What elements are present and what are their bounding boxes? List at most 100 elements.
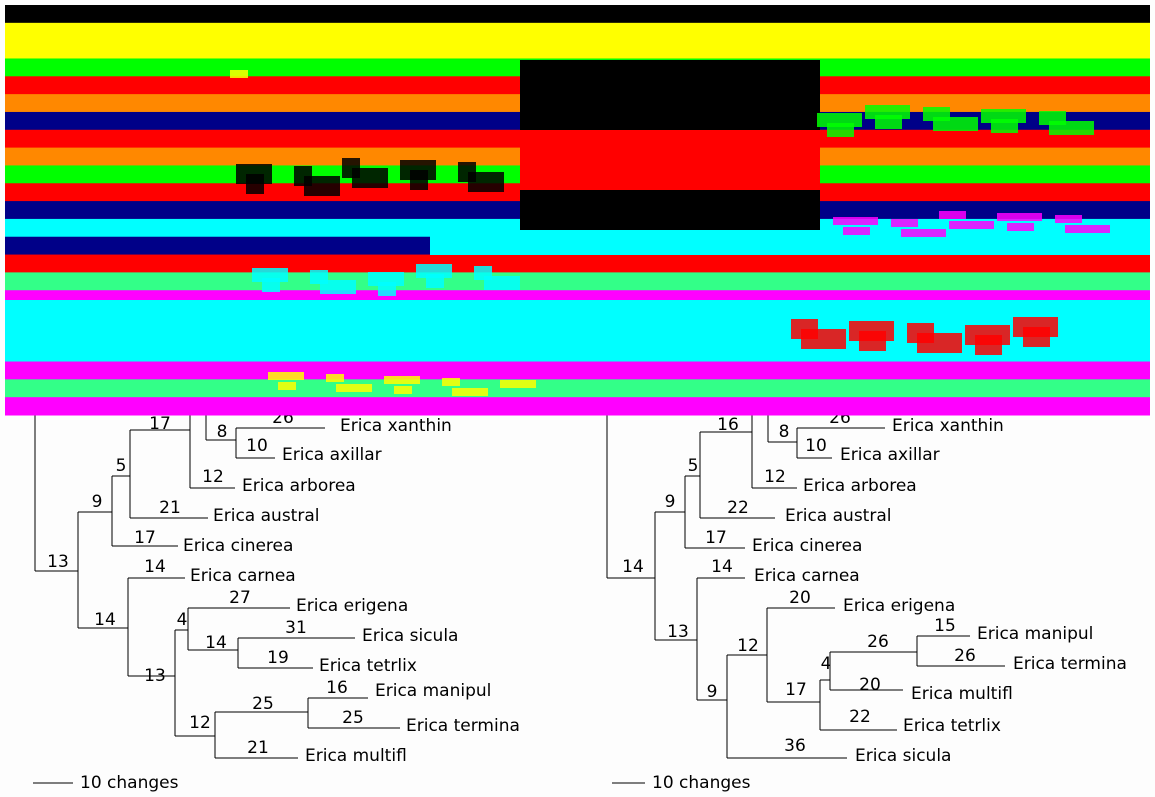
taxon-label: Erica austral	[213, 506, 319, 526]
glitch-noise	[1039, 111, 1066, 125]
glitch-noise	[1065, 225, 1110, 233]
glitch-noise	[310, 270, 328, 284]
glitch-noise	[965, 325, 1010, 345]
branch-length: 14	[205, 633, 227, 653]
taxon-label: Erica xanthin	[340, 416, 452, 436]
branch-length: 10	[246, 436, 268, 456]
glitch-block	[520, 130, 820, 190]
taxon-label: Erica sicula	[362, 626, 458, 646]
glitch-noise	[278, 382, 296, 390]
branch-length: 31	[285, 618, 307, 638]
glitch-noise	[394, 386, 412, 394]
branch-length: 19	[267, 648, 289, 668]
glitch-noise	[326, 374, 344, 382]
taxon-label: Erica multifl	[305, 746, 407, 766]
branch-length: 16	[717, 415, 739, 435]
taxon-label: Erica cinerea	[752, 536, 862, 556]
taxon-label: Erica axillar	[840, 445, 940, 465]
glitch-noise	[474, 266, 492, 280]
glitch-noise	[865, 105, 910, 119]
glitch-noise	[336, 384, 372, 392]
glitch-stripe	[5, 255, 1150, 273]
glitch-noise	[268, 372, 304, 380]
glitch-noise	[939, 211, 966, 219]
glitch-noise	[236, 164, 272, 184]
branch-length: 12	[764, 467, 786, 487]
corrupted-region	[5, 5, 1150, 416]
glitch-stripe	[5, 379, 1150, 397]
glitch-noise	[384, 376, 420, 384]
glitch-noise	[500, 380, 536, 388]
branch-length: 36	[784, 736, 806, 756]
glitch-noise	[849, 321, 894, 341]
branch-length: 12	[189, 713, 211, 733]
scale-label: 10 changes	[80, 773, 179, 793]
branch-length: 25	[342, 708, 364, 728]
glitch-noise	[843, 227, 870, 235]
taxon-label: Erica tetrlix	[903, 716, 1001, 736]
branch-length: 20	[859, 675, 881, 695]
taxon-label: Erica erigena	[296, 596, 408, 616]
taxon-label: Erica erigena	[843, 596, 955, 616]
taxon-label: Erica termina	[1013, 654, 1127, 674]
branch-length: 17	[134, 528, 156, 548]
glitch-noise	[997, 213, 1042, 221]
glitch-noise	[1007, 223, 1034, 231]
branch-length: 22	[849, 707, 871, 727]
taxon-label: Erica multifl	[911, 684, 1013, 704]
glitch-noise	[907, 323, 934, 343]
branch-length: 12	[737, 636, 759, 656]
taxon-label: Erica austral	[785, 506, 891, 526]
glitch-noise	[891, 219, 918, 227]
branch-length: 13	[144, 666, 166, 686]
taxon-label: Erica manipul	[977, 624, 1093, 644]
branch-length: 21	[159, 498, 181, 518]
glitch-noise	[368, 272, 404, 286]
glitch-block	[430, 235, 1150, 255]
glitch-noise	[981, 109, 1026, 123]
taxon-label: Erica xanthin	[892, 416, 1004, 436]
glitch-noise	[458, 162, 476, 182]
branch-length: 9	[665, 492, 676, 512]
glitch-noise	[923, 107, 950, 121]
tree-view: Erica xanthin 26 Erica axillar 10 Erica arbo…	[0, 0, 1155, 797]
taxon-label: Erica manipul	[375, 681, 491, 701]
glitch-stripe	[5, 362, 1150, 380]
taxon-label: Erica termina	[406, 716, 520, 736]
glitch-noise	[230, 70, 248, 78]
branch-length: 25	[252, 694, 274, 714]
taxon-label: Erica tetrlix	[319, 656, 417, 676]
glitch-noise	[252, 268, 288, 282]
branch-length: 16	[326, 678, 348, 698]
branch-length: 8	[779, 422, 790, 442]
glitch-noise	[791, 319, 818, 339]
taxon-label: Erica arborea	[803, 476, 917, 496]
glitch-noise	[342, 158, 360, 178]
glitch-noise	[901, 229, 946, 237]
glitch-noise	[452, 388, 488, 396]
branch-length: 22	[727, 498, 749, 518]
glitch-noise	[949, 221, 994, 229]
branch-length: 12	[202, 467, 224, 487]
glitch-noise	[442, 378, 460, 386]
branch-length: 27	[229, 588, 251, 608]
glitch-noise	[416, 264, 452, 278]
taxon-label: Erica carnea	[754, 566, 860, 586]
glitch-noise	[1013, 317, 1058, 337]
branch-length: 13	[667, 622, 689, 642]
glitch-noise	[817, 113, 862, 127]
scale-label: 10 changes	[652, 773, 751, 793]
taxon-label: Erica arborea	[242, 476, 356, 496]
glitch-stripe	[5, 23, 1150, 41]
branch-length: 14	[94, 610, 116, 630]
branch-length: 21	[247, 738, 269, 758]
glitch-stripe	[5, 397, 1150, 415]
branch-length: 8	[217, 422, 228, 442]
branch-length: 5	[688, 456, 699, 476]
glitch-noise	[833, 217, 878, 225]
branch-length: 9	[707, 682, 718, 702]
branch-length: 13	[47, 552, 69, 572]
branch-length: 26	[867, 632, 889, 652]
taxon-label: Erica cinerea	[183, 536, 293, 556]
branch-length: 9	[92, 492, 103, 512]
